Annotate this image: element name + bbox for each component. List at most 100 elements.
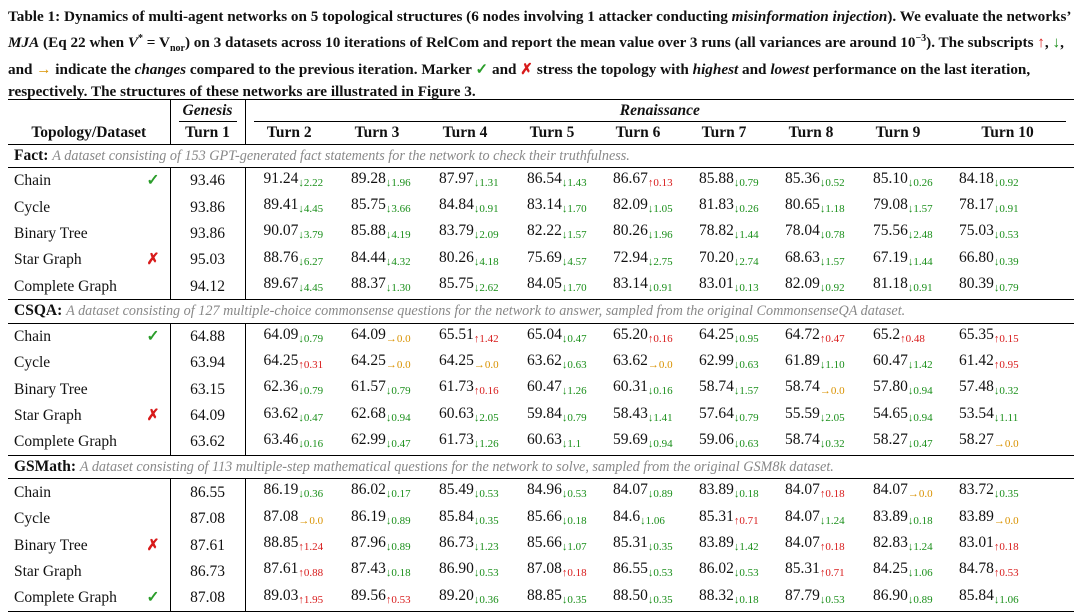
turn-value: 65.2 [873, 325, 901, 343]
turn-value-cell: 65.51↑1.42 [421, 323, 509, 350]
turn-value-cell: 86.67↑0.13 [595, 167, 681, 194]
turn-value: 87.08 [263, 507, 299, 525]
turn-value-cell: 83.89↓0.18 [855, 506, 941, 532]
change-subscript: ↓1.24 [907, 541, 933, 554]
change-subscript: ↓0.47 [907, 437, 933, 450]
turn-value: 82.09 [613, 196, 648, 214]
turn-value-cell: 83.72↓0.35 [941, 479, 1074, 506]
turn-value-cell: 60.47↓1.26 [509, 376, 595, 402]
turn-value-cell: 86.19↓0.36 [245, 479, 333, 506]
turn-value-cell: 63.62→0.0 [595, 350, 681, 376]
change-subscript: ↓0.35 [993, 488, 1019, 501]
change-subscript: ↓0.18 [561, 514, 587, 527]
turn-value-cell: 86.54↓1.43 [509, 167, 595, 194]
turn-value-cell: 89.56↑0.53 [333, 584, 421, 612]
change-subscript: ↓0.63 [733, 358, 759, 371]
checkmark-icon: ✓ [146, 172, 160, 190]
change-subscript: ↑0.95 [993, 358, 1019, 371]
table-row: Chain ✓ 93.46 91.24↓2.22 89.28↓1.96 87.97↓1.3… [8, 167, 1074, 195]
change-subscript: →0.0 [385, 358, 411, 371]
turn-value: 55.59 [785, 404, 820, 422]
change-subscript: ↓0.53 [473, 488, 499, 501]
turn-value: 63.62 [263, 404, 299, 422]
turn-value-cell: 88.50↓0.35 [595, 584, 681, 612]
turn-value: 81.83 [699, 196, 734, 214]
turn-value-cell: 64.25→0.0 [333, 350, 421, 376]
turn-value-cell: 84.07→0.0 [855, 479, 941, 506]
change-subscript: ↑0.53 [993, 567, 1019, 580]
change-subscript: ↓0.53 [647, 567, 673, 580]
turn-value-cell: 64.09→0.0 [333, 323, 421, 350]
turn-value: 82.83 [873, 534, 908, 552]
turn-value: 62.99 [699, 351, 734, 369]
change-subscript: ↓1.96 [647, 229, 673, 242]
turn-value: 91.24 [263, 169, 299, 187]
genesis-value: 64.09 [170, 402, 246, 429]
turn-value: 83.89 [699, 481, 734, 499]
change-subscript: ↓3.79 [298, 229, 324, 242]
turn-value: 86.19 [263, 481, 299, 499]
turn-value: 80.26 [613, 222, 648, 240]
turn-value: 87.79 [785, 586, 820, 604]
turn-header: Turn 8 [767, 122, 855, 145]
change-subscript: ↓0.94 [907, 411, 933, 424]
turn-value: 61.73 [439, 430, 474, 448]
dataset-section-row: Fact: A dataset consisting of 153 GPT-ge… [8, 143, 1075, 168]
turn-value: 88.85 [527, 586, 562, 604]
turn-value-cell: 57.64↓0.79 [681, 403, 767, 429]
table-body: Fact: A dataset consisting of 153 GPT-ge… [8, 143, 1075, 612]
turn-value: 66.80 [959, 248, 994, 266]
turn-value: 62.36 [263, 378, 299, 396]
genesis-value: 63.62 [170, 428, 246, 456]
topology-cell: Complete Graph ✓ [8, 584, 171, 612]
turn-value: 87.97 [439, 169, 474, 187]
turn-header: Turn 2 [245, 122, 333, 145]
turn-value: 85.88 [699, 169, 734, 187]
turn-value-cell: 84.18↓0.92 [941, 167, 1074, 194]
turn-value: 86.90 [873, 586, 908, 604]
topology-cell: Cycle [8, 505, 171, 533]
turn-value-cell: 84.07↑0.18 [767, 532, 855, 558]
table-row: Cycle 93.86 89.41↓4.45 85.75↓3.66 84.84↓0.91… [8, 194, 1074, 221]
change-subscript: ↓0.35 [647, 593, 673, 606]
genesis-value: 93.86 [170, 194, 246, 221]
change-subscript: ↓2.09 [473, 229, 499, 242]
turn-value: 85.66 [527, 507, 562, 525]
change-subscript: ↓0.35 [473, 514, 499, 527]
turn-value-cell: 88.37↓1.30 [333, 273, 421, 300]
table-row: Chain ✓ 64.88 64.09↓0.79 64.09→0.0 65.51↑1.42… [8, 323, 1074, 350]
turn-value-cell: 87.79↓0.53 [767, 584, 855, 612]
turn-value: 83.72 [959, 481, 994, 499]
change-subscript: ↑1.95 [298, 593, 324, 606]
topology-name: Cycle [14, 354, 51, 372]
turn-value: 60.63 [527, 430, 562, 448]
change-subscript: ↓4.18 [473, 255, 499, 268]
turn-value: 62.68 [351, 404, 386, 422]
topology-name: Complete Graph [14, 589, 117, 607]
turn-value: 81.18 [873, 275, 908, 293]
topology-name: Star Graph [14, 562, 82, 580]
change-subscript: ↓1.05 [647, 203, 673, 216]
change-subscript: ↓2.22 [298, 176, 324, 189]
turn-value: 58.74 [785, 378, 820, 396]
change-subscript: ↓0.63 [733, 437, 759, 450]
turn-value: 59.84 [527, 404, 562, 422]
turn-value-cell: 83.89→0.0 [941, 506, 1074, 532]
topology-cell: Star Graph ✗ [8, 246, 171, 274]
change-subscript: ↓4.45 [298, 282, 324, 295]
turn-value: 85.66 [527, 534, 562, 552]
turn-value-cell: 87.43↓0.18 [333, 558, 421, 584]
turn-value: 62.99 [351, 430, 386, 448]
turn-value: 87.43 [351, 560, 386, 578]
change-subscript: ↓1.57 [907, 203, 933, 216]
turn-value-cell: 61.73↓1.26 [421, 429, 509, 456]
turn-value-cell: 85.31↑0.71 [681, 506, 767, 532]
change-subscript: ↓1.1 [561, 437, 582, 450]
turn-value-cell: 86.19↓0.89 [333, 506, 421, 532]
turn-value-cell: 67.19↓1.44 [855, 247, 941, 273]
turn-value: 58.74 [699, 378, 734, 396]
turn-value: 82.09 [785, 275, 820, 293]
change-subscript: →0.0 [907, 488, 933, 501]
dataset-description: A dataset consisting of 113 multiple-ste… [79, 459, 834, 476]
turn-header: Turn 10 [941, 122, 1075, 145]
